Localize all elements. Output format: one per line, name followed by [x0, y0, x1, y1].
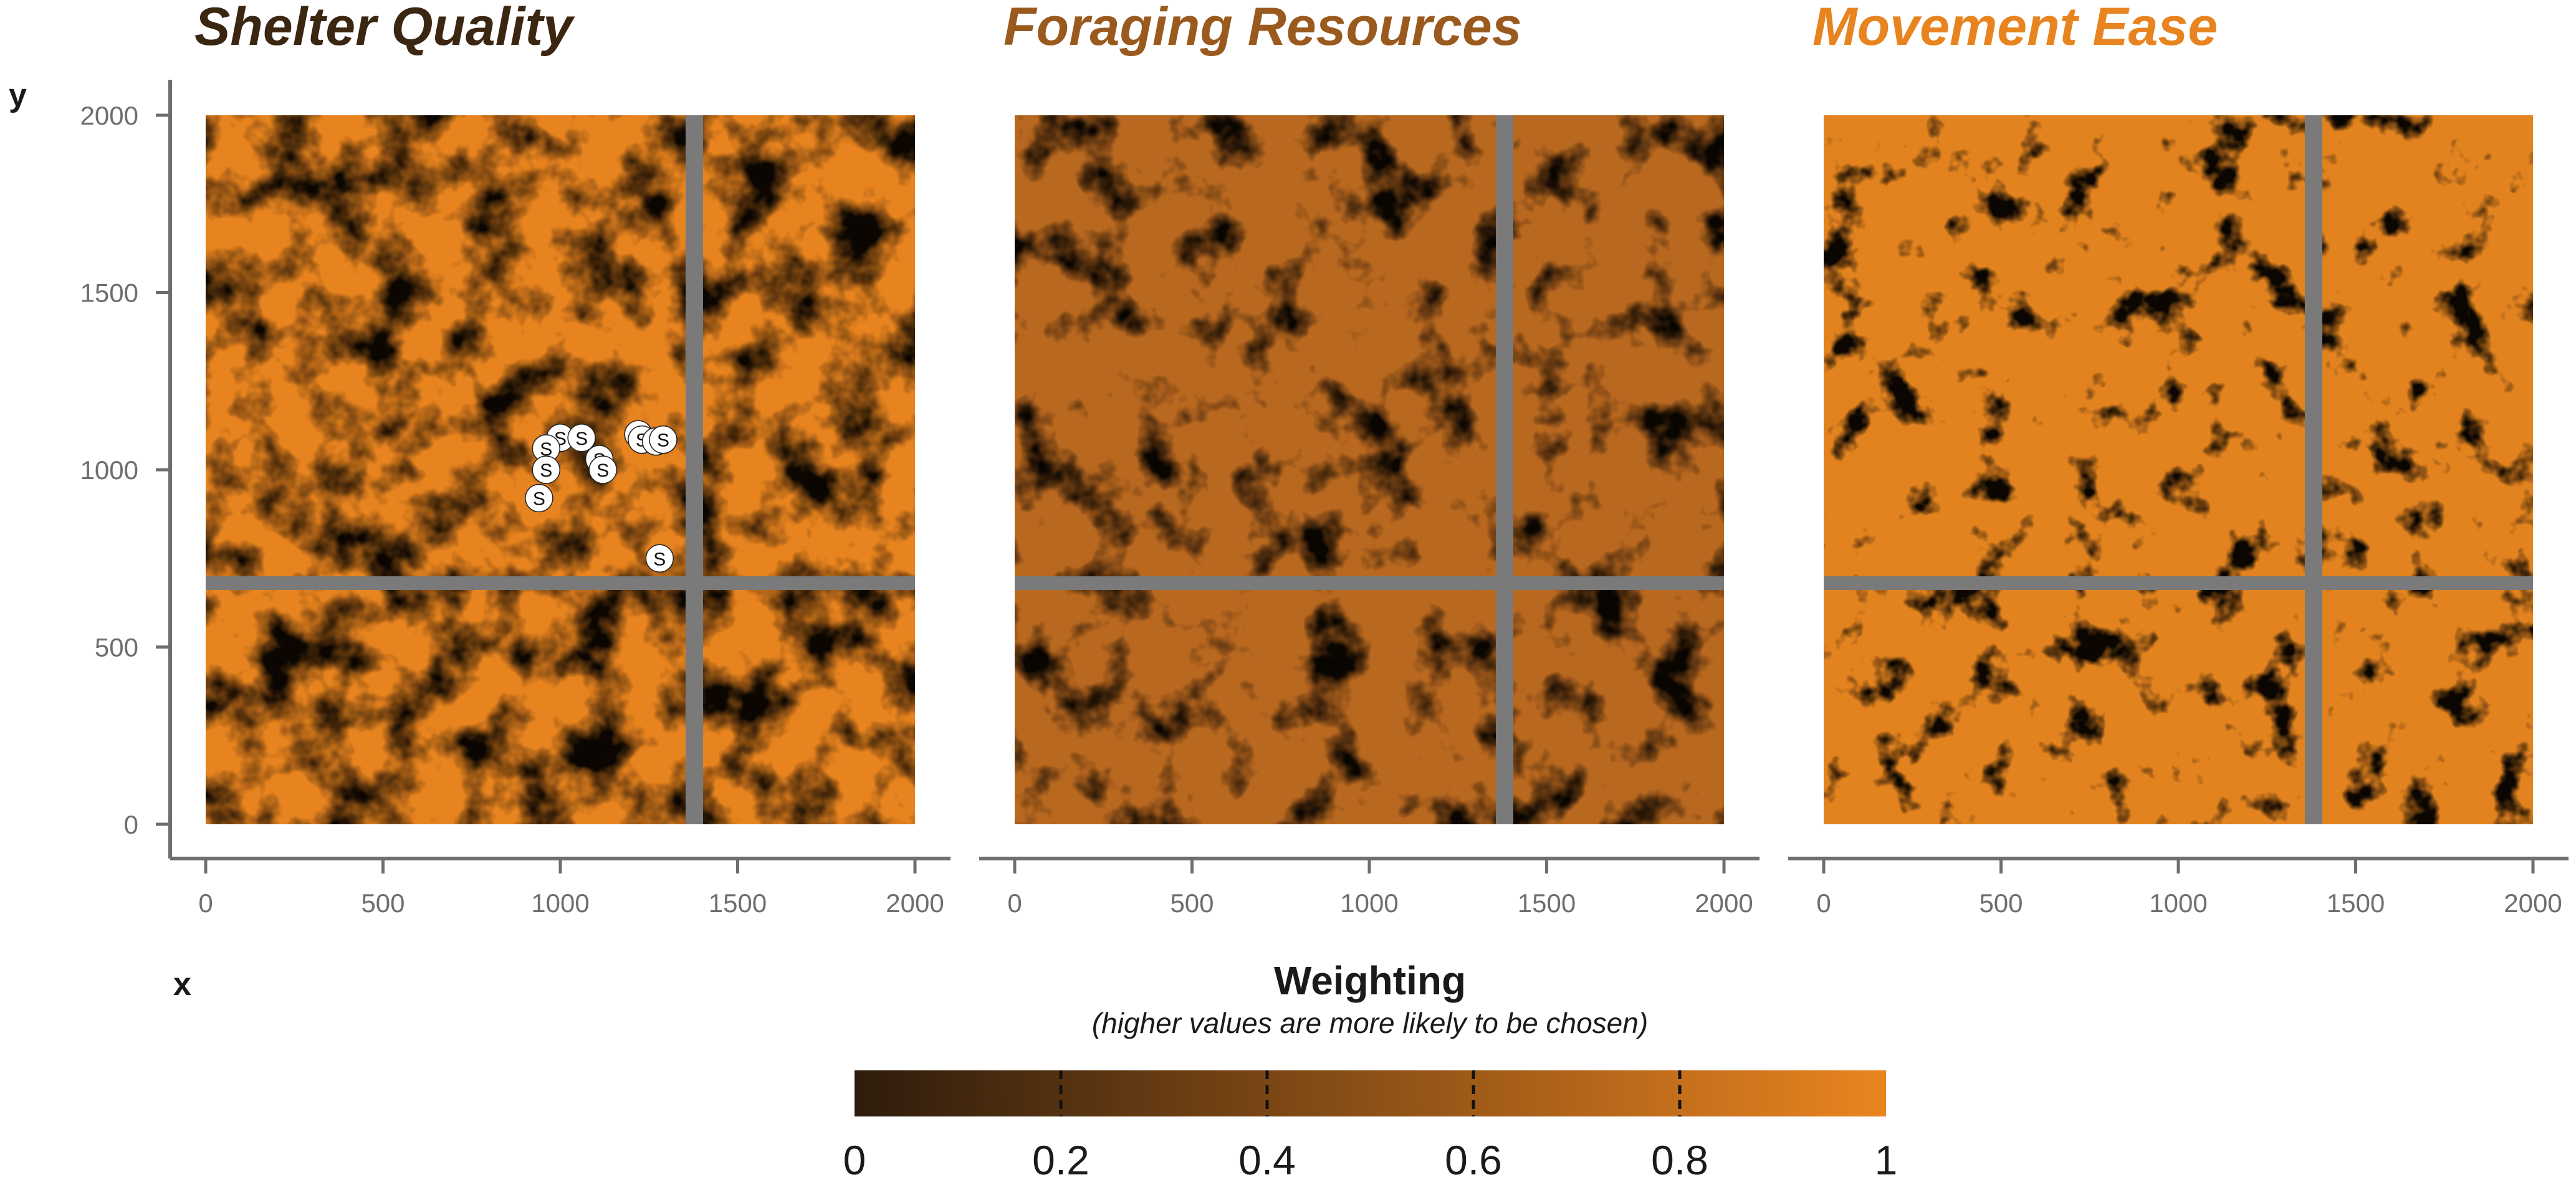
x-tick-label: 500: [361, 888, 405, 918]
shelter-marker: S: [649, 425, 678, 454]
x-tick-label: 0: [1007, 888, 1022, 918]
shelter-marker: S: [525, 483, 553, 513]
x-tick-label: 0: [1816, 888, 1831, 918]
shelter-marker-circle: [649, 425, 678, 454]
road-horizontal-movement: [1824, 576, 2533, 590]
y-tick-label: 0: [124, 810, 138, 839]
legend-tick-label: 1: [1875, 1137, 1898, 1183]
x-tick-label: 500: [1979, 888, 2023, 918]
x-tick-label: 1000: [2149, 888, 2207, 918]
shelter-marker-label: S: [657, 431, 669, 451]
road-horizontal-foraging: [1015, 576, 1724, 590]
shelter-marker-label: S: [540, 439, 552, 460]
shelter-marker-circle: [645, 544, 674, 573]
x-tick-label: 1500: [709, 888, 767, 918]
legend-tick-label: 0.8: [1651, 1137, 1708, 1183]
shelter-marker: S: [567, 424, 596, 452]
shelter-marker-label: S: [596, 460, 609, 481]
legend-tick-label: 0.6: [1445, 1137, 1502, 1183]
shelter-marker-label: S: [575, 429, 588, 449]
heatmap-panel-shelter: SSSSSSSSSSSS: [206, 115, 915, 824]
x-tick-label: 2000: [1695, 888, 1753, 918]
x-tick-label: 0: [198, 888, 213, 918]
panel-title-shelter: Shelter Quality: [194, 0, 575, 57]
x-axis-label: x: [173, 966, 191, 1002]
shelter-marker-circle: [567, 424, 596, 452]
x-tick-label: 1500: [1518, 888, 1576, 918]
x-tick-label: 500: [1170, 888, 1214, 918]
legend-title: Weighting: [1274, 958, 1466, 1003]
heatmap-panel-movement: [1824, 115, 2533, 824]
y-tick-label: 1000: [80, 455, 138, 485]
heatmap-patches-foraging: [1015, 115, 1724, 824]
legend-tick-label: 0: [843, 1137, 866, 1183]
x-tick-label: 1000: [531, 888, 589, 918]
shelter-marker-circle: [532, 455, 560, 484]
shelter-markers: SSSSSSSSSSSS: [525, 420, 678, 573]
legend-tick-label: 0.2: [1032, 1137, 1089, 1183]
road-vertical-shelter: [686, 115, 703, 824]
legend-subtitle: (higher values are more likely to be cho…: [1092, 1007, 1648, 1039]
panel-title-movement: Movement Ease: [1812, 0, 2218, 57]
legend-colorbar: [855, 1070, 1886, 1116]
legend-ticks: 0 0.2 0.4 0.6 0.8 1: [843, 1070, 1898, 1183]
y-tick-label: 500: [95, 633, 138, 662]
x-tick-label: 1000: [1340, 888, 1398, 918]
panel-title-foraging: Foraging Resources: [1003, 0, 1522, 57]
shelter-marker: S: [532, 434, 560, 463]
road-vertical-movement: [2305, 115, 2322, 824]
legend-tick-label: 0.4: [1238, 1137, 1296, 1183]
shelter-marker-circle: [588, 455, 618, 484]
heatmap-panel-foraging: [1015, 115, 1724, 824]
y-tick-label: 1500: [80, 278, 138, 308]
y-axis-label: y: [9, 77, 27, 113]
road-vertical-foraging: [1496, 115, 1513, 824]
shelter-marker-label: S: [540, 460, 552, 481]
axis-ticks: 0 500 1000 1500 2000 0 500 1000 1500 2000 0 500 1000…: [80, 101, 2562, 918]
shelter-marker-circle: [525, 483, 553, 513]
x-tick-label: 1500: [2327, 888, 2385, 918]
shelter-marker: S: [532, 455, 560, 484]
heatmap-patches-movement: [1824, 115, 2533, 824]
shelter-marker: S: [645, 544, 674, 573]
x-tick-label: 2000: [886, 888, 944, 918]
road-horizontal-shelter: [206, 576, 915, 590]
x-tick-label: 2000: [2504, 888, 2562, 918]
heatmap-patches-shelter: [206, 115, 915, 824]
shelter-marker: S: [588, 455, 618, 484]
shelter-marker-label: S: [533, 489, 545, 510]
shelter-marker-label: S: [653, 549, 666, 569]
y-tick-label: 2000: [80, 101, 138, 130]
